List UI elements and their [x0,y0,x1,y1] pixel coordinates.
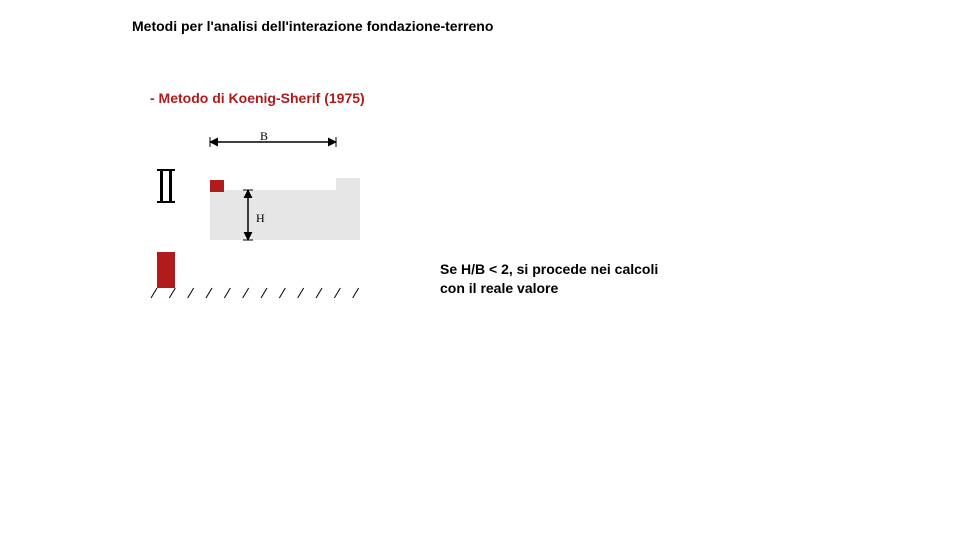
bedrock-stripe [157,252,175,288]
bedrock-patch [210,180,224,192]
soil-column [336,178,360,214]
pile-left [160,170,163,202]
foundation-diagram: BH [0,0,960,540]
dimension-label-b: B [260,129,268,143]
dimension-label-h: H [256,211,265,225]
bedrock-hatching [151,288,359,298]
pile-right [169,170,172,202]
